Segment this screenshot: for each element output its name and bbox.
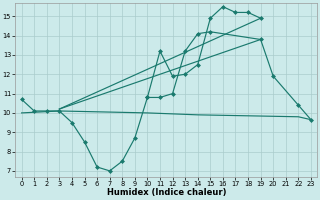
- X-axis label: Humidex (Indice chaleur): Humidex (Indice chaleur): [107, 188, 226, 197]
